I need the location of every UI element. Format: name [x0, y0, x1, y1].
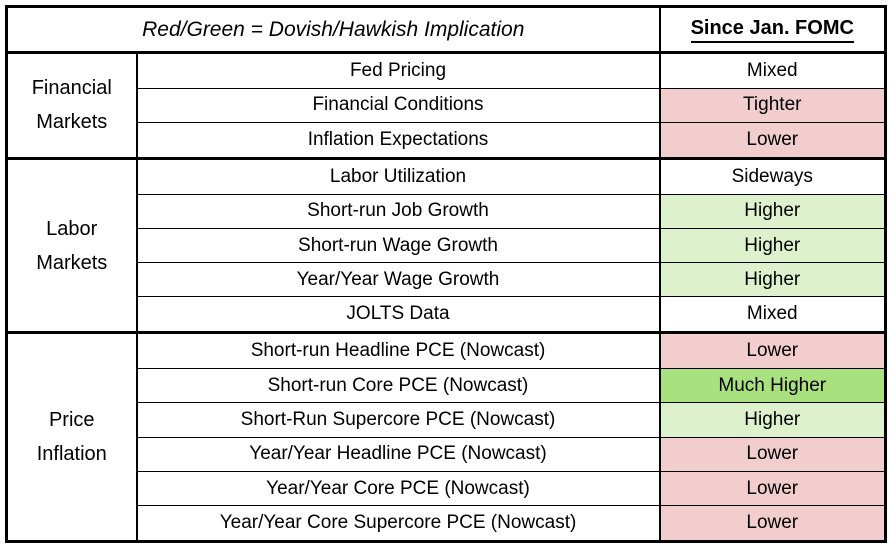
status-cell: Lower [659, 332, 886, 370]
status-cell: Lower [659, 505, 886, 542]
indicator-cell: Short-run Wage Growth [136, 227, 661, 264]
status-cell: Much Higher [659, 368, 886, 404]
table-row: Price Inflation Short-run Headline PCE (N… [6, 332, 886, 542]
status-cell: Mixed [659, 52, 886, 89]
indicator-cell: Year/Year Wage Growth [136, 262, 661, 298]
indicator-cell: Labor Utilization [136, 157, 661, 195]
indicator-cell: Year/Year Headline PCE (Nowcast) [136, 436, 661, 472]
table-row: JOLTS Data Mixed [7, 296, 886, 334]
table-row: Year/Year Core Supercore PCE (Nowcast) Lo… [7, 505, 886, 542]
indicator-cell: Financial Conditions [136, 87, 661, 124]
indicator-cell: JOLTS Data [136, 296, 661, 334]
category-cell: Financial Markets [6, 52, 138, 159]
indicator-cell: Year/Year Core Supercore PCE (Nowcast) [136, 505, 661, 542]
category-cell: Price Inflation [6, 332, 138, 542]
since-fomc-header-label: Since Jan. FOMC [690, 17, 854, 43]
status-cell: Higher [659, 262, 886, 298]
status-cell: Lower [659, 436, 886, 472]
category-cell: Labor Markets [6, 157, 138, 334]
table-row: Year/Year Headline PCE (Nowcast) Lower [7, 436, 886, 472]
indicator-cell: Fed Pricing [136, 52, 661, 89]
table-row: Inflation Expectations Lower [7, 122, 886, 159]
status-cell: Higher [659, 402, 886, 438]
group-financial-markets: Financial Markets Fed Pricing Mixed Financi… [6, 52, 886, 159]
status-cell: Lower [659, 122, 886, 159]
table-row: Year/Year Wage Growth Higher [7, 262, 886, 298]
status-cell: Sideways [659, 157, 886, 195]
table-row: Short-run Wage Growth Higher [7, 227, 886, 264]
legend-title: Red/Green = Dovish/Hawkish Implication [6, 6, 661, 53]
table-row: Short-Run Supercore PCE (Nowcast) Higher [7, 402, 886, 438]
indicator-cell: Year/Year Core PCE (Nowcast) [136, 470, 661, 507]
table-row: Short-run Job Growth Higher [7, 193, 886, 229]
header-row: Red/Green = Dovish/Hawkish Implication S… [6, 6, 886, 53]
status-cell: Mixed [659, 296, 886, 334]
table-row: Labor Markets Labor Utilization Sideways [6, 157, 886, 334]
status-cell: Lower [659, 470, 886, 507]
table-row: Year/Year Core PCE (Nowcast) Lower [7, 470, 886, 507]
table-row: Financial Conditions Tighter [7, 87, 886, 124]
status-cell: Higher [659, 227, 886, 264]
indicator-cell: Short-run Job Growth [136, 193, 661, 229]
indicator-cell: Short-Run Supercore PCE (Nowcast) [136, 402, 661, 438]
status-cell: Higher [659, 193, 886, 229]
implications-table: Red/Green = Dovish/Hawkish Implication S… [5, 5, 887, 543]
indicator-cell: Inflation Expectations [136, 122, 661, 159]
since-fomc-header-cell: Since Jan. FOMC [659, 6, 886, 53]
group-price-inflation: Price Inflation Short-run Headline PCE (N… [6, 332, 886, 542]
status-cell: Tighter [659, 87, 886, 124]
indicator-cell: Short-run Headline PCE (Nowcast) [136, 332, 661, 370]
table-row: Financial Markets Fed Pricing Mixed [6, 52, 886, 159]
indicator-cell: Short-run Core PCE (Nowcast) [136, 368, 661, 404]
table-row: Short-run Core PCE (Nowcast) Much Higher [7, 368, 886, 404]
table-header: Red/Green = Dovish/Hawkish Implication S… [6, 6, 886, 53]
group-labor-markets: Labor Markets Labor Utilization Sideways Sh… [6, 157, 886, 334]
